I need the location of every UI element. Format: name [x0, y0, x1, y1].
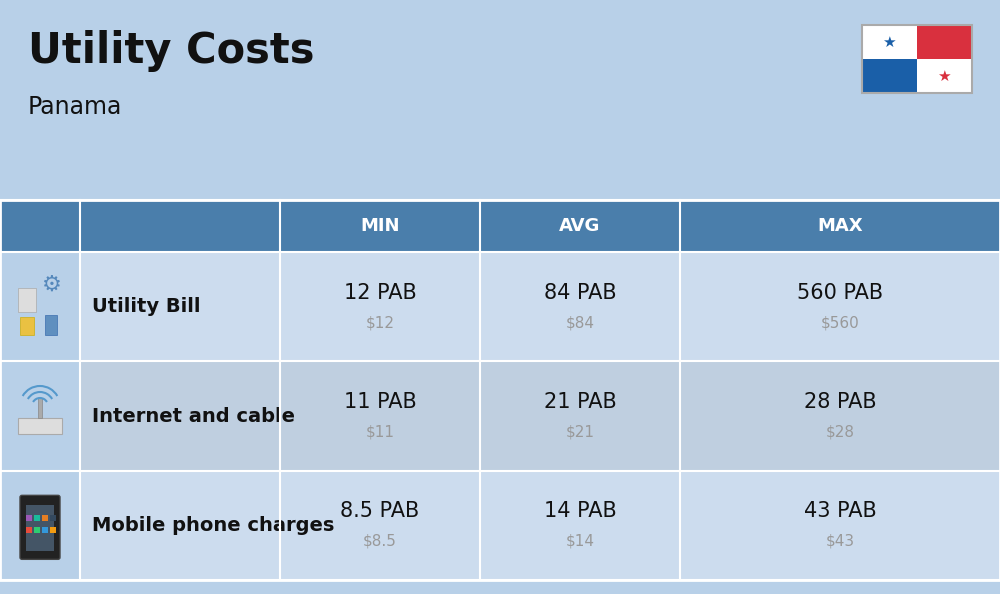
Text: ★: ★	[937, 68, 951, 84]
FancyBboxPatch shape	[20, 495, 60, 560]
Bar	[280, 200, 480, 252]
Text: $28: $28	[826, 425, 854, 440]
Text: $560: $560	[821, 315, 859, 330]
Bar	[862, 25, 972, 93]
Text: 43 PAB: 43 PAB	[804, 501, 876, 522]
Bar	[680, 361, 1000, 470]
Text: 11 PAB: 11 PAB	[344, 392, 416, 412]
Bar	[480, 470, 680, 580]
Bar	[20, 317, 34, 334]
Bar	[80, 252, 280, 361]
Bar	[862, 25, 917, 59]
Bar	[45, 315, 57, 334]
Bar	[680, 252, 1000, 361]
Text: 84 PAB: 84 PAB	[544, 283, 616, 303]
Bar	[26, 505, 54, 551]
Text: 8.5 PAB: 8.5 PAB	[340, 501, 420, 522]
Bar	[80, 470, 280, 580]
Bar	[26, 527, 32, 533]
Bar	[26, 516, 32, 522]
Text: $21: $21	[566, 425, 594, 440]
Text: AVG: AVG	[559, 217, 601, 235]
Bar	[50, 527, 56, 533]
Bar	[917, 25, 972, 59]
Text: $43: $43	[825, 534, 855, 549]
Text: $11: $11	[366, 425, 394, 440]
Text: Internet and cable: Internet and cable	[92, 406, 295, 425]
Bar	[862, 25, 972, 93]
Text: Utility Bill: Utility Bill	[92, 297, 200, 316]
Text: $14: $14	[566, 534, 594, 549]
Bar	[50, 516, 56, 522]
Bar	[280, 361, 480, 470]
Text: 28 PAB: 28 PAB	[804, 392, 876, 412]
Bar	[680, 470, 1000, 580]
Text: $84: $84	[566, 315, 594, 330]
Text: $12: $12	[366, 315, 394, 330]
Text: Panama: Panama	[28, 95, 122, 119]
Bar	[80, 361, 280, 470]
Text: $8.5: $8.5	[363, 534, 397, 549]
Bar	[280, 470, 480, 580]
Text: MAX: MAX	[817, 217, 863, 235]
Bar	[38, 398, 42, 418]
Bar	[0, 361, 80, 470]
Bar	[480, 200, 680, 252]
Bar	[917, 59, 972, 93]
Bar	[0, 470, 80, 580]
Bar	[34, 516, 40, 522]
Bar	[0, 252, 80, 361]
Bar	[480, 252, 680, 361]
Text: 14 PAB: 14 PAB	[544, 501, 616, 522]
Text: Mobile phone charges: Mobile phone charges	[92, 516, 334, 535]
Bar	[862, 59, 917, 93]
Bar	[42, 516, 48, 522]
Bar	[18, 287, 36, 312]
Bar	[480, 361, 680, 470]
Bar	[34, 527, 40, 533]
Text: ⚙: ⚙	[42, 274, 62, 295]
Bar	[0, 200, 1000, 580]
Bar	[18, 418, 62, 434]
Bar	[280, 252, 480, 361]
Text: 560 PAB: 560 PAB	[797, 283, 883, 303]
Text: MIN: MIN	[360, 217, 400, 235]
Text: 21 PAB: 21 PAB	[544, 392, 616, 412]
Text: Utility Costs: Utility Costs	[28, 30, 314, 72]
Text: ★: ★	[882, 34, 896, 49]
Bar	[42, 527, 48, 533]
Bar	[0, 200, 80, 252]
Text: 12 PAB: 12 PAB	[344, 283, 416, 303]
Bar	[680, 200, 1000, 252]
Bar	[80, 200, 280, 252]
